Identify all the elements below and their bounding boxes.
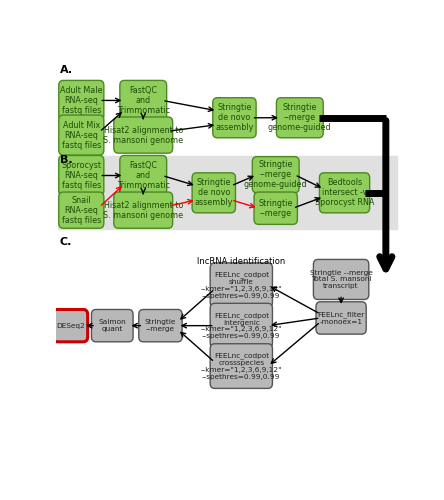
Text: Stringtie --merge
Total S. mansoni
transcript: Stringtie --merge Total S. mansoni trans… bbox=[310, 270, 373, 289]
Text: Stringtie
--merge
genome-guided: Stringtie --merge genome-guided bbox=[268, 103, 332, 132]
FancyBboxPatch shape bbox=[252, 156, 299, 193]
Text: FastQC
and
Trimmomatic: FastQC and Trimmomatic bbox=[117, 86, 170, 115]
FancyBboxPatch shape bbox=[114, 117, 173, 153]
Text: lncRNA identification: lncRNA identification bbox=[197, 257, 285, 266]
FancyBboxPatch shape bbox=[319, 173, 370, 213]
FancyBboxPatch shape bbox=[53, 310, 87, 342]
FancyBboxPatch shape bbox=[91, 310, 133, 342]
Text: FastQC
and
Trimmomatic: FastQC and Trimmomatic bbox=[117, 161, 170, 190]
Text: Stringtie
--merge: Stringtie --merge bbox=[258, 198, 293, 218]
Text: B.: B. bbox=[59, 156, 72, 166]
Text: Hisat2 alignment to
S. mansoni genome: Hisat2 alignment to S. mansoni genome bbox=[103, 126, 183, 144]
FancyBboxPatch shape bbox=[210, 344, 273, 388]
FancyBboxPatch shape bbox=[59, 80, 104, 120]
Text: FEELnc_codpot
crossspecies
--kmer="1,2,3,6,9,12"
--spethres=0.99,0.99: FEELnc_codpot crossspecies --kmer="1,2,3… bbox=[201, 352, 282, 380]
FancyBboxPatch shape bbox=[120, 80, 166, 120]
Text: C.: C. bbox=[59, 237, 72, 247]
Text: Sporocyst
RNA-seq
fastq files: Sporocyst RNA-seq fastq files bbox=[61, 161, 101, 190]
Text: Stringtie
de novo
assembly: Stringtie de novo assembly bbox=[215, 103, 254, 132]
Text: DESeq2: DESeq2 bbox=[56, 322, 85, 328]
FancyBboxPatch shape bbox=[254, 192, 297, 224]
FancyBboxPatch shape bbox=[59, 156, 104, 196]
FancyBboxPatch shape bbox=[316, 302, 366, 334]
FancyBboxPatch shape bbox=[114, 192, 173, 228]
FancyBboxPatch shape bbox=[192, 173, 235, 213]
FancyBboxPatch shape bbox=[59, 115, 104, 155]
Text: Stringtie
--merge: Stringtie --merge bbox=[145, 320, 176, 332]
FancyBboxPatch shape bbox=[58, 156, 397, 228]
FancyBboxPatch shape bbox=[213, 98, 256, 138]
Text: Salmon
quant: Salmon quant bbox=[99, 320, 126, 332]
FancyBboxPatch shape bbox=[120, 156, 166, 196]
FancyBboxPatch shape bbox=[210, 304, 273, 348]
Text: FEELnc_filter
-monoex=1: FEELnc_filter -monoex=1 bbox=[317, 311, 365, 324]
Text: Hisat2 alignment to
S. mansoni genome: Hisat2 alignment to S. mansoni genome bbox=[103, 200, 183, 220]
Text: Adult Mix
RNA-seq
fastq files: Adult Mix RNA-seq fastq files bbox=[62, 120, 101, 150]
FancyBboxPatch shape bbox=[313, 260, 369, 300]
Text: FEELnc_codpot
intergenic
--kmer="1,2,3,6,9,12"
--spethres=0.99,0.99: FEELnc_codpot intergenic --kmer="1,2,3,6… bbox=[201, 312, 282, 339]
Text: A.: A. bbox=[59, 64, 73, 74]
FancyBboxPatch shape bbox=[210, 263, 273, 308]
Text: FEELnc_codpot
shuffle
--kmer="1,2,3,6,9,12"
--spethres=0.99,0.99: FEELnc_codpot shuffle --kmer="1,2,3,6,9,… bbox=[201, 272, 282, 298]
FancyBboxPatch shape bbox=[59, 192, 104, 228]
Text: Stringtie
de novo
assembly: Stringtie de novo assembly bbox=[194, 178, 233, 208]
Text: Stringtie
--merge
genome-guided: Stringtie --merge genome-guided bbox=[244, 160, 308, 190]
FancyBboxPatch shape bbox=[139, 310, 182, 342]
Text: Bedtools
intersect -v
Sporocyst RNA: Bedtools intersect -v Sporocyst RNA bbox=[315, 178, 374, 208]
FancyBboxPatch shape bbox=[277, 98, 323, 138]
Text: Adult Male
RNA-seq
fastq files: Adult Male RNA-seq fastq files bbox=[60, 86, 103, 115]
Text: Snail
RNA-seq
fastq files: Snail RNA-seq fastq files bbox=[62, 196, 101, 224]
